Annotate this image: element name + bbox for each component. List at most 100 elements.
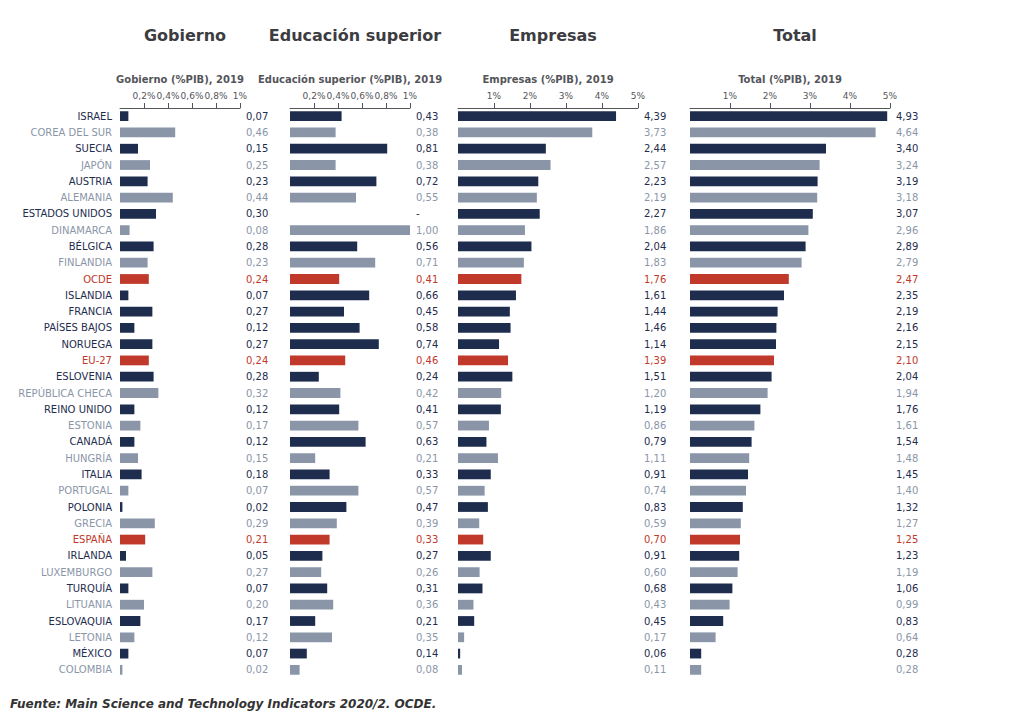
svg-text:1,27: 1,27	[896, 518, 918, 529]
svg-text:0,83: 0,83	[644, 502, 666, 513]
svg-text:3,18: 3,18	[896, 192, 918, 203]
svg-text:OCDE: OCDE	[83, 274, 112, 285]
svg-text:0,12: 0,12	[246, 404, 268, 415]
svg-text:0,27: 0,27	[246, 339, 268, 350]
svg-text:0,15: 0,15	[246, 453, 268, 464]
svg-text:0,31: 0,31	[416, 583, 438, 594]
svg-text:REPÚBLICA CHECA: REPÚBLICA CHECA	[18, 387, 112, 399]
svg-text:1%: 1%	[233, 91, 248, 101]
svg-text:0,38: 0,38	[416, 127, 438, 138]
svg-text:BÉLGICA: BÉLGICA	[69, 240, 112, 252]
svg-text:1,19: 1,19	[896, 567, 918, 578]
svg-text:NORUEGA: NORUEGA	[61, 339, 112, 350]
svg-text:0,27: 0,27	[246, 306, 268, 317]
svg-text:0,99: 0,99	[896, 599, 918, 610]
svg-text:0,21: 0,21	[416, 616, 438, 627]
svg-text:4,64: 4,64	[896, 127, 918, 138]
svg-text:0,44: 0,44	[246, 192, 268, 203]
svg-text:2,47: 2,47	[896, 274, 918, 285]
svg-text:1,20: 1,20	[644, 388, 666, 399]
svg-text:0,07: 0,07	[246, 648, 268, 659]
svg-text:1,19: 1,19	[644, 404, 666, 415]
svg-text:COLOMBIA: COLOMBIA	[59, 664, 112, 675]
svg-text:1,23: 1,23	[896, 550, 918, 561]
svg-text:0,24: 0,24	[416, 371, 438, 382]
svg-text:LUXEMBURGO: LUXEMBURGO	[41, 567, 112, 578]
svg-text:2,89: 2,89	[896, 241, 918, 252]
svg-text:1,40: 1,40	[896, 485, 918, 496]
svg-text:0,07: 0,07	[246, 111, 268, 122]
svg-text:4,93: 4,93	[896, 111, 918, 122]
svg-text:2%: 2%	[523, 91, 538, 101]
svg-text:2,96: 2,96	[896, 225, 918, 236]
svg-text:MÉXICO: MÉXICO	[72, 647, 112, 659]
svg-text:0,30: 0,30	[246, 208, 268, 219]
svg-text:POLONIA: POLONIA	[68, 502, 112, 513]
svg-text:1,61: 1,61	[644, 290, 666, 301]
svg-text:-: -	[416, 208, 420, 219]
svg-text:0,8%: 0,8%	[375, 91, 398, 101]
svg-text:0,57: 0,57	[416, 420, 438, 431]
svg-text:1,51: 1,51	[644, 371, 666, 382]
svg-text:0,28: 0,28	[246, 371, 268, 382]
svg-text:2,19: 2,19	[896, 306, 918, 317]
svg-text:0,8%: 0,8%	[205, 91, 228, 101]
svg-text:0,41: 0,41	[416, 274, 438, 285]
svg-text:EU-27: EU-27	[82, 355, 112, 366]
svg-text:0,83: 0,83	[896, 616, 918, 627]
svg-text:3,73: 3,73	[644, 127, 666, 138]
svg-text:0,07: 0,07	[246, 485, 268, 496]
svg-text:0,59: 0,59	[644, 518, 666, 529]
svg-text:0,4%: 0,4%	[157, 91, 180, 101]
svg-text:1%: 1%	[487, 91, 502, 101]
svg-text:HUNGRÍA: HUNGRÍA	[65, 452, 112, 464]
svg-text:SUECIA: SUECIA	[75, 143, 112, 154]
svg-text:2,44: 2,44	[644, 143, 666, 154]
svg-text:IRLANDA: IRLANDA	[68, 550, 113, 561]
svg-text:PORTUGAL: PORTUGAL	[58, 485, 112, 496]
svg-text:ISRAEL: ISRAEL	[77, 111, 112, 122]
svg-text:0,6%: 0,6%	[181, 91, 204, 101]
svg-text:0,17: 0,17	[246, 616, 268, 627]
svg-text:ISLANDIA: ISLANDIA	[65, 290, 112, 301]
svg-text:1,45: 1,45	[896, 469, 918, 480]
svg-text:Gobierno (%PIB), 2019: Gobierno (%PIB), 2019	[116, 74, 244, 85]
svg-text:Empresas (%PIB), 2019: Empresas (%PIB), 2019	[482, 74, 613, 85]
svg-text:4,39: 4,39	[644, 111, 666, 122]
svg-text:2,57: 2,57	[644, 160, 666, 171]
svg-text:2,23: 2,23	[644, 176, 666, 187]
svg-text:FRANCIA: FRANCIA	[69, 306, 113, 317]
svg-text:0,18: 0,18	[246, 469, 268, 480]
svg-text:0,27: 0,27	[246, 567, 268, 578]
svg-text:ESLOVAQUIA: ESLOVAQUIA	[49, 616, 113, 627]
svg-text:2,27: 2,27	[644, 208, 666, 219]
svg-text:3%: 3%	[803, 91, 818, 101]
svg-text:0,05: 0,05	[246, 550, 268, 561]
svg-text:Gobierno: Gobierno	[144, 26, 226, 45]
svg-text:0,02: 0,02	[246, 664, 268, 675]
svg-text:ESTADOS UNIDOS: ESTADOS UNIDOS	[22, 208, 112, 219]
svg-text:0,21: 0,21	[416, 453, 438, 464]
svg-text:0,55: 0,55	[416, 192, 438, 203]
svg-text:0,57: 0,57	[416, 485, 438, 496]
svg-text:0,79: 0,79	[644, 436, 666, 447]
svg-text:0,07: 0,07	[246, 290, 268, 301]
svg-text:0,38: 0,38	[416, 160, 438, 171]
svg-text:0,33: 0,33	[416, 534, 438, 545]
svg-text:0,4%: 0,4%	[327, 91, 350, 101]
svg-text:0,14: 0,14	[416, 648, 438, 659]
svg-text:0,29: 0,29	[246, 518, 268, 529]
svg-text:0,74: 0,74	[416, 339, 438, 350]
svg-text:1,39: 1,39	[644, 355, 666, 366]
svg-text:Educación superior: Educación superior	[269, 26, 442, 45]
svg-text:1,54: 1,54	[896, 436, 918, 447]
svg-text:Total: Total	[773, 26, 817, 45]
svg-text:2,79: 2,79	[896, 257, 918, 268]
svg-text:COREA DEL SUR: COREA DEL SUR	[30, 127, 112, 138]
svg-text:0,47: 0,47	[416, 502, 438, 513]
svg-text:0,06: 0,06	[644, 648, 666, 659]
svg-text:0,21: 0,21	[246, 534, 268, 545]
svg-text:1,76: 1,76	[644, 274, 666, 285]
svg-text:0,28: 0,28	[896, 648, 918, 659]
svg-text:0,66: 0,66	[416, 290, 438, 301]
